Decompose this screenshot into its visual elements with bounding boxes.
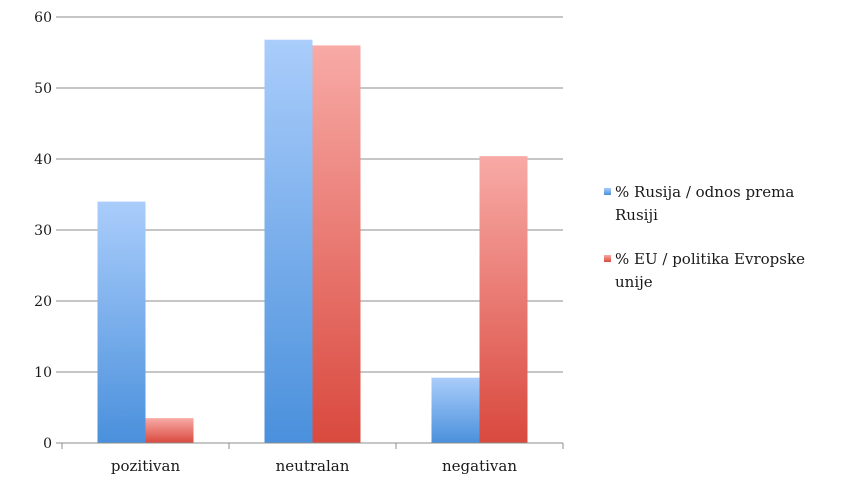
legend-swatch-series-1 bbox=[604, 188, 611, 195]
y-tick-label: 0 bbox=[43, 436, 52, 452]
x-axis-category-labels: pozitivan neutralan negativan bbox=[111, 457, 517, 475]
y-tick-label: 40 bbox=[34, 152, 52, 168]
legend-label-series-1: % Rusija / odnos prema bbox=[615, 183, 794, 201]
y-tick-label: 60 bbox=[34, 10, 52, 26]
y-tick-label: 30 bbox=[34, 223, 52, 239]
y-axis-tick-labels: 0 10 20 30 40 50 60 bbox=[34, 10, 62, 452]
legend-label-series-2: % EU / politika Evropske bbox=[615, 250, 805, 268]
legend: % Rusija / odnos prema Rusiji % EU / polit… bbox=[604, 183, 805, 291]
bar-pozitivan-series-1 bbox=[97, 201, 146, 443]
bar-neutralan-series-1 bbox=[264, 39, 313, 443]
legend-label-series-2: unije bbox=[615, 273, 653, 291]
bar-negativan-series-1 bbox=[431, 377, 480, 443]
legend-label-series-1: Rusiji bbox=[615, 206, 658, 224]
bars bbox=[97, 39, 528, 444]
x-category-label: pozitivan bbox=[111, 457, 181, 475]
x-category-label: neutralan bbox=[276, 457, 350, 475]
legend-swatch-series-2 bbox=[604, 255, 611, 262]
x-axis bbox=[61, 442, 564, 449]
y-tick-label: 10 bbox=[34, 365, 52, 381]
bar-neutralan-series-2 bbox=[312, 45, 361, 444]
y-tick-label: 50 bbox=[34, 81, 52, 97]
bar-pozitivan-series-2 bbox=[145, 418, 194, 443]
x-category-label: negativan bbox=[442, 457, 517, 475]
bar-negativan-series-2 bbox=[479, 156, 528, 443]
y-tick-label: 20 bbox=[34, 294, 52, 310]
